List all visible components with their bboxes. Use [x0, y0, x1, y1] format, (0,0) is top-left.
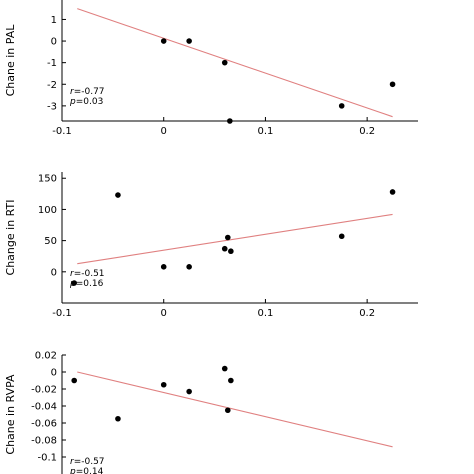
r-value: =-0.77: [74, 87, 105, 97]
r-value: =-0.51: [74, 269, 105, 279]
data-point: [224, 234, 231, 241]
data-point: [228, 377, 234, 384]
x-tick-label: 0: [161, 126, 167, 137]
data-point: [338, 233, 345, 240]
y-tick-label: -0.1: [37, 453, 57, 464]
r-symbol: r: [70, 457, 75, 467]
regression-line: [77, 8, 393, 118]
data-point: [115, 192, 121, 198]
data-point: [186, 264, 192, 270]
stat-r: r=-0.51: [70, 269, 105, 279]
regression-line: [77, 371, 393, 448]
stat-p: p=0.03: [69, 97, 103, 107]
p-value: =0.14: [76, 467, 104, 474]
data-point: [221, 245, 228, 252]
chart-panel-1: 1 0 -1 -2 -3 -0.1 0 0.1 0.2 Chane in PAL r=-0.77p=…: [4, 0, 418, 137]
chart-panel-2: 150 100 50 0 -0.1 0 0.1 0.2 Change in RTI r=-0.51…: [4, 172, 418, 319]
y-tick-label: 100: [38, 205, 57, 216]
regression-line: [77, 213, 393, 265]
y-tick-label: 0.02: [35, 351, 57, 362]
r-value: =-0.57: [74, 457, 105, 467]
y-axis-label: Chane in PAL: [4, 24, 17, 97]
y-tick-label: 0: [51, 37, 57, 48]
x-tick-label: 0.2: [359, 126, 375, 137]
y-tick-label: -2: [47, 80, 57, 91]
y-tick-label: 0: [51, 267, 57, 278]
data-point: [221, 365, 228, 372]
data-point: [160, 38, 167, 44]
data-point: [228, 248, 234, 255]
y-tick-label: -0.06: [31, 419, 57, 430]
p-symbol: p: [69, 467, 76, 474]
stat-r: r=-0.77: [70, 87, 105, 97]
data-point: [186, 388, 192, 395]
data-point: [338, 103, 345, 109]
x-tick-label: -0.1: [52, 308, 72, 319]
stat-p: p=0.14: [69, 467, 104, 474]
x-tick-label: 0: [161, 308, 167, 319]
x-tick-label: 0.1: [257, 126, 273, 137]
y-tick-label: 50: [44, 236, 57, 247]
data-point: [160, 264, 167, 270]
y-tick-label: -0.04: [31, 402, 57, 413]
data-point: [71, 377, 78, 384]
stat-r: r=-0.57: [70, 457, 105, 467]
data-point: [221, 59, 228, 66]
y-tick-label: 0: [51, 368, 57, 379]
y-tick-label: -0.02: [31, 385, 57, 396]
data-point: [227, 118, 233, 124]
y-tick-label: 150: [38, 174, 57, 185]
x-tick-label: -0.1: [52, 126, 72, 137]
p-symbol: p: [69, 279, 76, 289]
y-axis-label: Change in RTI: [4, 200, 17, 276]
y-axis-label: Chane in RVPA: [4, 374, 17, 455]
r-symbol: r: [70, 87, 75, 97]
x-tick-label: 0.2: [359, 308, 375, 319]
data-point: [115, 415, 121, 422]
y-tick-label: -1: [47, 58, 57, 69]
y-tick-label: -0.08: [31, 436, 57, 447]
x-tick-label: 0.1: [257, 308, 273, 319]
p-symbol: p: [69, 97, 76, 107]
p-value: =0.16: [76, 279, 104, 289]
stat-p: p=0.16: [69, 279, 104, 289]
data-point: [389, 189, 396, 195]
chart-panel-3: 0.02 0 -0.02 -0.04 -0.06 -0.08 -0.1 Chane in RV…: [4, 351, 393, 474]
data-point: [224, 407, 231, 414]
y-tick-label: -3: [47, 101, 57, 112]
p-value: =0.03: [76, 97, 104, 107]
data-point: [160, 381, 167, 388]
data-point: [71, 280, 78, 286]
y-tick-label: 1: [51, 15, 57, 26]
data-point: [186, 38, 192, 44]
data-point: [389, 81, 396, 88]
r-symbol: r: [70, 269, 75, 279]
